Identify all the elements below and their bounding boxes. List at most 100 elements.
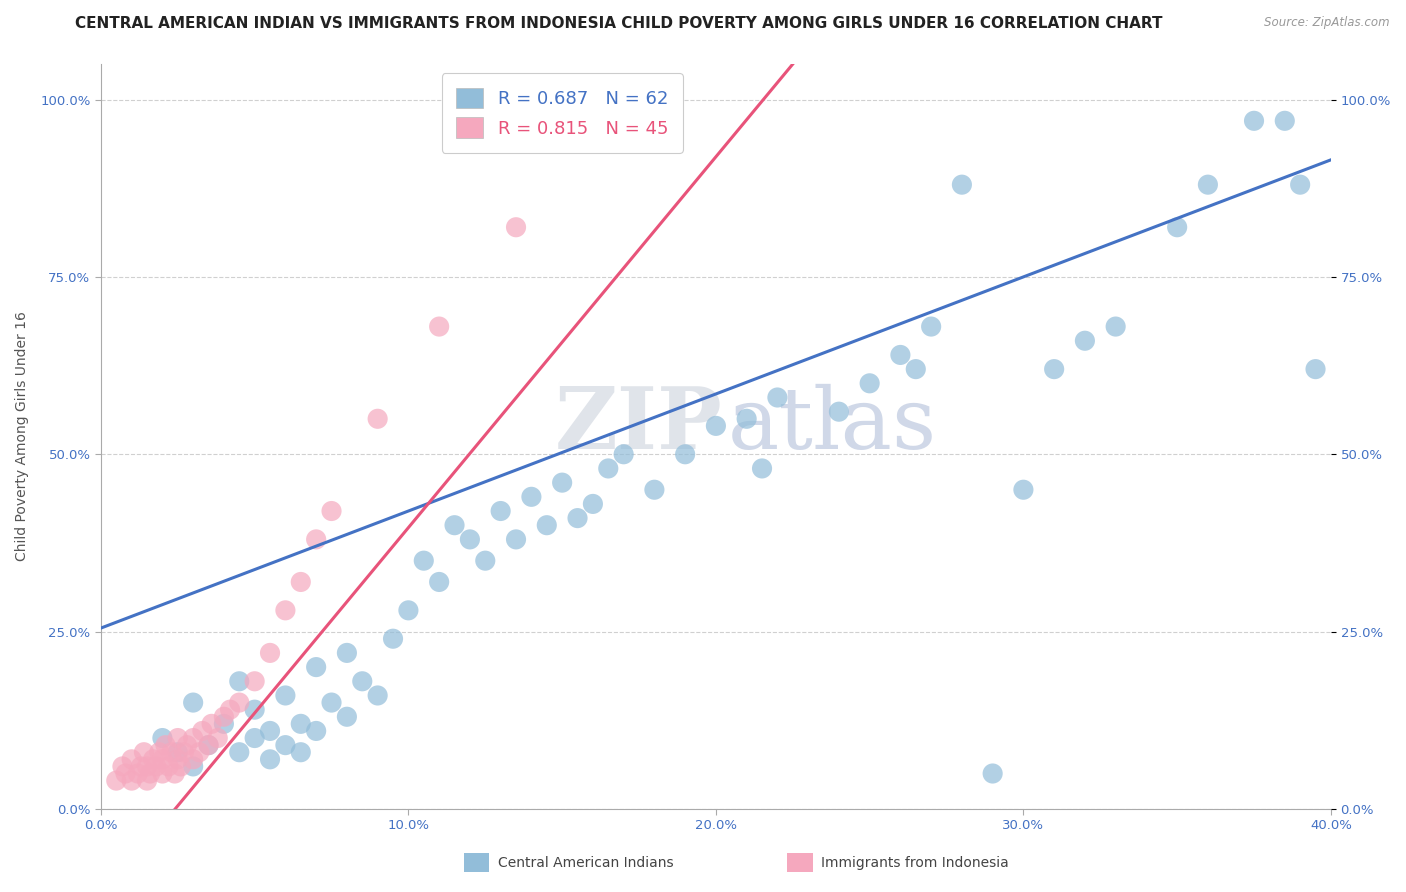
Point <box>259 646 281 660</box>
Point <box>197 738 219 752</box>
Point <box>173 745 195 759</box>
Point <box>228 696 250 710</box>
Point <box>443 518 465 533</box>
Point <box>132 745 155 759</box>
Point <box>382 632 405 646</box>
Point <box>181 752 204 766</box>
Point <box>212 710 235 724</box>
Point <box>367 411 389 425</box>
Text: atlas: atlas <box>728 384 938 467</box>
Point <box>427 319 450 334</box>
Point <box>567 511 589 525</box>
Point <box>181 731 204 745</box>
Point <box>200 716 222 731</box>
Point <box>228 745 250 759</box>
Point <box>197 738 219 752</box>
Legend: R = 0.687   N = 62, R = 0.815   N = 45: R = 0.687 N = 62, R = 0.815 N = 45 <box>441 73 682 153</box>
Point <box>181 759 204 773</box>
Point <box>751 461 773 475</box>
Point <box>536 518 558 533</box>
Point <box>458 533 481 547</box>
Point <box>352 674 374 689</box>
Y-axis label: Child Poverty Among Girls Under 16: Child Poverty Among Girls Under 16 <box>15 311 30 561</box>
Point <box>136 773 159 788</box>
Point <box>191 723 214 738</box>
Point <box>1274 113 1296 128</box>
Point <box>105 773 128 788</box>
Point <box>212 716 235 731</box>
Point <box>259 752 281 766</box>
Point <box>274 738 297 752</box>
Point <box>1243 113 1265 128</box>
Point <box>305 723 328 738</box>
Point <box>735 411 758 425</box>
Point <box>152 766 174 780</box>
Point <box>219 703 242 717</box>
Point <box>274 603 297 617</box>
Point <box>259 723 281 738</box>
Point <box>121 773 143 788</box>
Point <box>157 759 180 773</box>
Point <box>828 405 851 419</box>
Point <box>704 418 727 433</box>
Point <box>367 689 389 703</box>
Point <box>176 738 198 752</box>
Point <box>1305 362 1327 376</box>
Point <box>290 745 312 759</box>
Point <box>274 689 297 703</box>
Point <box>136 759 159 773</box>
Point <box>1289 178 1312 192</box>
Point <box>166 745 188 759</box>
Point <box>427 574 450 589</box>
Point <box>1197 178 1219 192</box>
Point <box>166 731 188 745</box>
Point <box>920 319 942 334</box>
Point <box>336 646 359 660</box>
Point <box>336 710 359 724</box>
Point <box>111 759 134 773</box>
Point <box>505 533 527 547</box>
Point <box>243 703 266 717</box>
Point <box>396 603 419 617</box>
Point <box>148 745 170 759</box>
Point <box>121 752 143 766</box>
Point <box>1104 319 1126 334</box>
Point <box>981 766 1004 780</box>
Point <box>188 745 211 759</box>
Point <box>114 766 136 780</box>
Point <box>489 504 512 518</box>
Point <box>412 554 434 568</box>
Text: Source: ZipAtlas.com: Source: ZipAtlas.com <box>1264 16 1389 29</box>
Point <box>243 731 266 745</box>
Point <box>904 362 927 376</box>
Point <box>859 376 882 391</box>
Point <box>305 660 328 674</box>
Point <box>950 178 973 192</box>
Point <box>321 696 343 710</box>
Point <box>152 731 174 745</box>
Point <box>520 490 543 504</box>
Point <box>582 497 605 511</box>
Point <box>889 348 911 362</box>
Point <box>155 738 177 752</box>
Point <box>170 759 193 773</box>
Text: ZIP: ZIP <box>554 384 723 467</box>
Point <box>598 461 620 475</box>
Point <box>166 752 188 766</box>
Point <box>582 120 605 135</box>
Point <box>1012 483 1035 497</box>
Point <box>474 554 496 568</box>
Point <box>305 533 328 547</box>
Point <box>551 475 574 490</box>
Point <box>127 766 149 780</box>
Point <box>505 220 527 235</box>
Text: Immigrants from Indonesia: Immigrants from Indonesia <box>821 855 1010 870</box>
Point <box>290 716 312 731</box>
Point <box>766 391 789 405</box>
Point <box>160 745 183 759</box>
Point <box>152 752 174 766</box>
Text: Central American Indians: Central American Indians <box>498 855 673 870</box>
Point <box>142 752 165 766</box>
Point <box>163 766 186 780</box>
Point <box>207 731 229 745</box>
